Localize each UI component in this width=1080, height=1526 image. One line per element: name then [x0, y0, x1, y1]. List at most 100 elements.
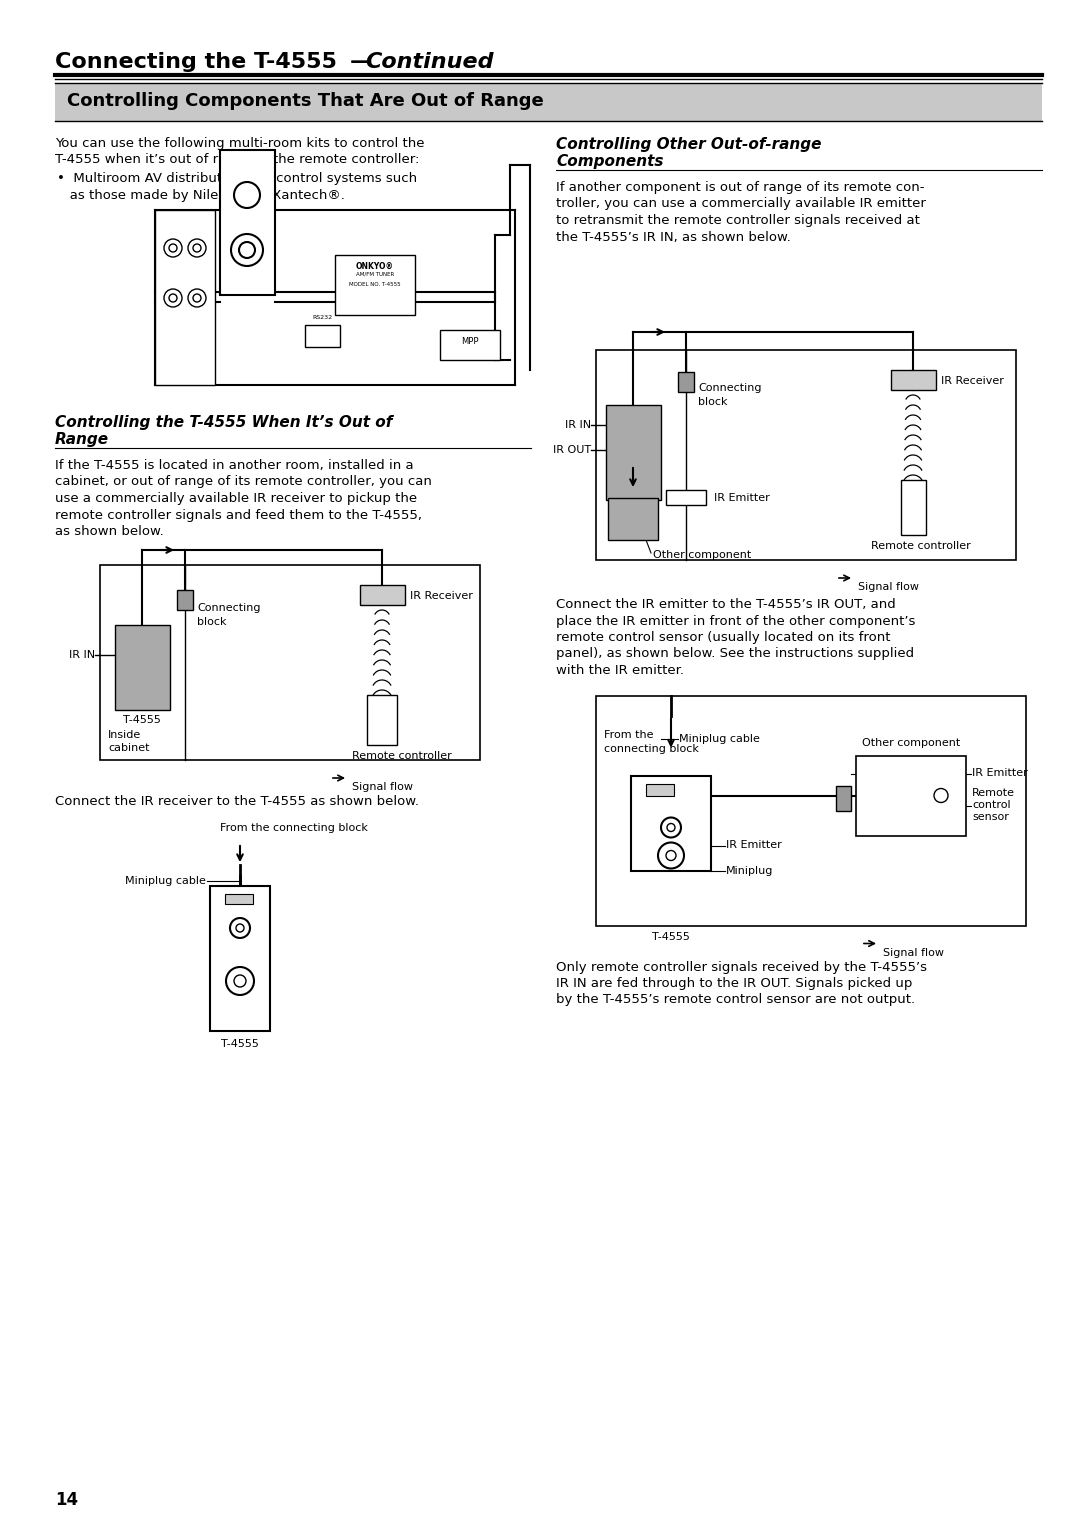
Text: ONKYO®: ONKYO®	[356, 262, 394, 272]
Text: IR Receiver: IR Receiver	[941, 375, 1004, 386]
Bar	[114, 626, 170, 710]
Text: by the T-4555’s remote control sensor are not output.: by the T-4555’s remote control sensor ar…	[556, 993, 915, 1007]
Text: sensor: sensor	[972, 812, 1009, 821]
Text: use a commercially available IR receiver to pickup the: use a commercially available IR receiver…	[55, 491, 417, 505]
Text: T-4555 when it’s out of range of the remote controller:: T-4555 when it’s out of range of the rem…	[55, 154, 419, 166]
Text: Connecting the T-4555: Connecting the T-4555	[55, 52, 337, 72]
Text: Connecting: Connecting	[698, 383, 761, 394]
Text: Connecting: Connecting	[197, 603, 260, 613]
Bar	[55, 82, 1042, 121]
Text: 14: 14	[55, 1491, 78, 1509]
Text: Signal flow: Signal flow	[352, 781, 413, 792]
Text: Controlling Components That Are Out of Range: Controlling Components That Are Out of R…	[67, 92, 543, 110]
Text: remote controller signals and feed them to the T-4555,: remote controller signals and feed them …	[55, 508, 422, 522]
Circle shape	[168, 295, 177, 302]
Text: panel), as shown below. See the instructions supplied: panel), as shown below. See the instruct…	[556, 647, 914, 661]
Text: If the T-4555 is located in another room, installed in a: If the T-4555 is located in another room…	[55, 459, 414, 472]
Text: MPP: MPP	[461, 337, 478, 346]
Text: connecting block: connecting block	[604, 743, 699, 754]
Text: Miniplug cable: Miniplug cable	[679, 734, 760, 743]
Text: •  Multiroom AV distribution and control systems such: • Multiroom AV distribution and control …	[57, 172, 417, 185]
Text: Miniplug cable: Miniplug cable	[125, 876, 206, 887]
Circle shape	[667, 824, 675, 832]
Circle shape	[164, 240, 183, 256]
Text: IR IN are fed through to the IR OUT. Signals picked up: IR IN are fed through to the IR OUT. Sig…	[556, 977, 913, 990]
Text: to retransmit the remote controller signals received at: to retransmit the remote controller sign…	[556, 214, 920, 227]
Circle shape	[934, 789, 948, 803]
Text: remote control sensor (usually located on its front: remote control sensor (usually located o…	[556, 630, 891, 644]
Circle shape	[230, 919, 249, 938]
Text: place the IR emitter in front of the other component’s: place the IR emitter in front of the oth…	[556, 615, 916, 627]
Text: From the: From the	[604, 731, 653, 740]
Text: T-4555: T-4555	[652, 931, 690, 942]
Text: block: block	[197, 617, 227, 627]
Bar	[666, 490, 706, 505]
Circle shape	[666, 850, 676, 861]
Circle shape	[237, 925, 244, 932]
Bar	[177, 591, 193, 610]
Circle shape	[239, 243, 255, 258]
Bar	[631, 775, 711, 870]
Text: as shown below.: as shown below.	[55, 525, 164, 539]
Bar	[891, 369, 936, 391]
Bar	[596, 349, 1016, 560]
Text: T-4555: T-4555	[123, 716, 161, 725]
Bar	[606, 404, 661, 501]
Bar	[335, 255, 415, 314]
Circle shape	[226, 967, 254, 995]
Bar	[360, 584, 405, 604]
Text: IR IN: IR IN	[69, 650, 95, 661]
Bar	[608, 497, 658, 540]
Bar	[225, 894, 253, 903]
Circle shape	[188, 288, 206, 307]
Text: Controlling Other Out-of-range: Controlling Other Out-of-range	[556, 137, 822, 153]
Text: IN: IN	[243, 168, 251, 177]
Text: OUT: OUT	[239, 215, 255, 224]
Circle shape	[193, 244, 201, 252]
Text: IR OUT: IR OUT	[553, 446, 591, 455]
Bar	[901, 481, 926, 536]
Text: Continued: Continued	[365, 52, 494, 72]
Bar	[305, 325, 340, 346]
Text: Miniplug: Miniplug	[726, 865, 773, 876]
Circle shape	[661, 818, 681, 838]
Text: From the connecting block: From the connecting block	[220, 823, 368, 833]
Text: RS232: RS232	[312, 314, 332, 320]
Text: as those made by Niles® and Xantech®.: as those made by Niles® and Xantech®.	[57, 189, 345, 201]
Text: Other component: Other component	[862, 737, 960, 748]
Circle shape	[234, 975, 246, 987]
Bar	[596, 696, 1026, 925]
Bar	[220, 150, 275, 295]
Circle shape	[164, 288, 183, 307]
Text: Remote controller: Remote controller	[352, 751, 451, 761]
Text: Connect the IR emitter to the T-4555’s IR OUT, and: Connect the IR emitter to the T-4555’s I…	[556, 598, 895, 610]
Text: AM/FM TUNER: AM/FM TUNER	[356, 272, 394, 278]
Text: Signal flow: Signal flow	[883, 948, 944, 957]
Bar	[678, 372, 694, 392]
Bar	[646, 783, 674, 795]
Text: IR Receiver: IR Receiver	[410, 591, 473, 601]
Text: If another component is out of range of its remote con-: If another component is out of range of …	[556, 182, 924, 194]
Text: IR Emitter: IR Emitter	[714, 493, 770, 504]
Text: T-4555: T-4555	[615, 505, 652, 514]
Circle shape	[193, 295, 201, 302]
Circle shape	[234, 182, 260, 208]
Text: Signal flow: Signal flow	[858, 581, 919, 592]
Text: Components: Components	[556, 154, 663, 169]
Circle shape	[231, 233, 264, 266]
Bar	[100, 565, 480, 760]
Bar	[856, 755, 966, 836]
Text: Remote: Remote	[972, 787, 1015, 798]
Circle shape	[188, 240, 206, 256]
Text: cabinet: cabinet	[108, 743, 149, 752]
Text: block: block	[698, 397, 728, 407]
Bar	[156, 211, 215, 385]
Circle shape	[658, 842, 684, 868]
Text: Range: Range	[55, 432, 109, 447]
Text: Remote controller: Remote controller	[870, 542, 971, 551]
Text: IR Emitter: IR Emitter	[726, 841, 782, 850]
Bar	[367, 694, 397, 745]
Text: troller, you can use a commercially available IR emitter: troller, you can use a commercially avai…	[556, 197, 926, 211]
Bar	[440, 330, 500, 360]
Text: You can use the following multi-room kits to control the: You can use the following multi-room kit…	[55, 137, 424, 150]
